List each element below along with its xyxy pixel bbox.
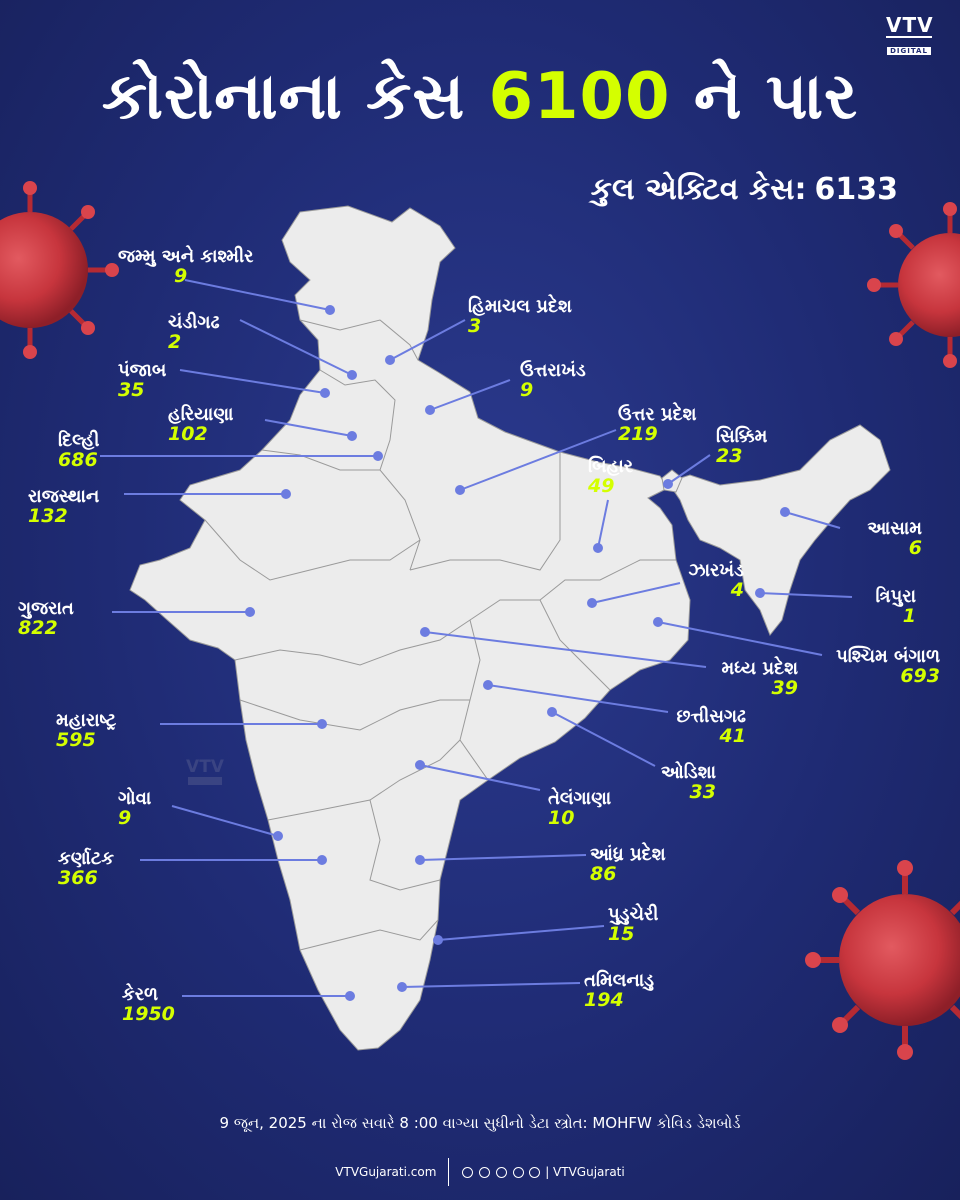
state-label-chandigarh: ચંડીગઢ 2 — [168, 312, 220, 353]
state-label-tripura: ત્રિપુરા 1 — [875, 586, 916, 627]
instagram-icon[interactable] — [495, 1167, 507, 1178]
state-label-chhattisgarh: છત્તીસગઢ 41 — [676, 706, 746, 747]
state-label-uttar-pradesh: ઉત્તર પ્રદેશ 219 — [618, 404, 697, 445]
footer-pipe: | — [545, 1165, 554, 1179]
state-label-tamil-nadu: તમિલનાડુ 194 — [584, 970, 655, 1011]
state-label-telangana: તેલંગાણા 10 — [548, 788, 612, 829]
india-mainland-shape — [129, 205, 691, 1051]
state-label-puducherry: પુડુચેરી 15 — [608, 904, 659, 945]
facebook-icon[interactable] — [478, 1167, 490, 1178]
threads-icon[interactable] — [529, 1167, 541, 1178]
youtube-icon[interactable] — [462, 1167, 474, 1178]
footer-bar: VTVGujarati.com | VTVGujarati — [0, 1158, 960, 1186]
state-label-gujarat: ગુજરાત 822 — [18, 598, 74, 639]
leader-lines — [100, 279, 853, 1001]
total-label: કુલ એક્ટિવ કેસ: — [590, 172, 807, 207]
headline-highlight: 6100 — [488, 60, 671, 134]
northeast-shape — [667, 424, 891, 636]
state-label-jharkhand: ઝારખંડ 4 — [688, 560, 744, 601]
virus-icon — [0, 181, 119, 359]
headline: કોરોનાના કેસ 6100 ને પાર — [0, 52, 960, 142]
state-label-goa: ગોવા 9 — [118, 788, 152, 829]
state-label-bihar: બિહાર 49 — [588, 456, 634, 497]
state-label-karnataka: કર્ણાટક 366 — [58, 848, 114, 889]
state-label-west-bengal: પશ્ચિમ બંગાળ 693 — [836, 646, 940, 687]
state-label-sikkim: સિક્કિમ 23 — [716, 426, 768, 467]
state-label-rajasthan: રાજસ્થાન 132 — [28, 486, 100, 527]
data-source-note: 9 જૂન, 2025 ના રોજ સવારે 8 :00 વાગ્યા સુ… — [219, 1114, 741, 1132]
logo-text: VTV — [886, 13, 934, 38]
footer-divider — [448, 1158, 450, 1186]
virus-icon — [867, 202, 960, 368]
x-icon[interactable] — [512, 1167, 524, 1178]
watermark-text: VTV — [186, 757, 225, 777]
total-value: 6133 — [814, 172, 899, 207]
state-label-delhi: દિલ્હી 686 — [58, 430, 100, 471]
state-label-punjab: પંજાબ 35 — [118, 360, 167, 401]
state-label-haryana: હરિયાણા 102 — [168, 404, 234, 445]
website-link[interactable]: VTVGujarati.com — [335, 1165, 437, 1179]
social-icons — [461, 1165, 541, 1179]
vtv-logo: VTV DIGITAL — [886, 13, 934, 57]
state-label-assam: આસામ 6 — [867, 518, 922, 559]
headline-part1: કોરોનાના કેસ — [101, 60, 489, 134]
state-label-kerala: કેરળ 1950 — [122, 984, 175, 1025]
state-label-odisha: ઓડિશા 33 — [660, 762, 716, 803]
state-label-madhya-pradesh: મધ્ય પ્રદેશ 39 — [721, 658, 798, 699]
total-active-cases: કુલ એક્ટિવ કેસ: 6133 — [591, 172, 898, 207]
state-label-maharashtra: મહારાષ્ટ્ર 595 — [56, 710, 117, 751]
state-label-himachal: હિમાચલ પ્રદેશ 3 — [468, 296, 572, 337]
social-handle[interactable]: VTVGujarati — [553, 1165, 625, 1179]
logo-subtext: DIGITAL — [887, 47, 931, 55]
watermark-logo: VTV — [186, 757, 225, 785]
state-label-jammu-kashmir: જમ્મુ અને કાશ્મીર 9 — [118, 246, 254, 287]
state-label-andhra-pradesh: આંધ્ર પ્રદેશ 86 — [590, 844, 666, 885]
headline-part2: ને પાર — [670, 60, 859, 134]
state-label-uttarakhand: ઉત્તરાખંડ 9 — [520, 360, 586, 401]
virus-icon — [805, 860, 960, 1060]
